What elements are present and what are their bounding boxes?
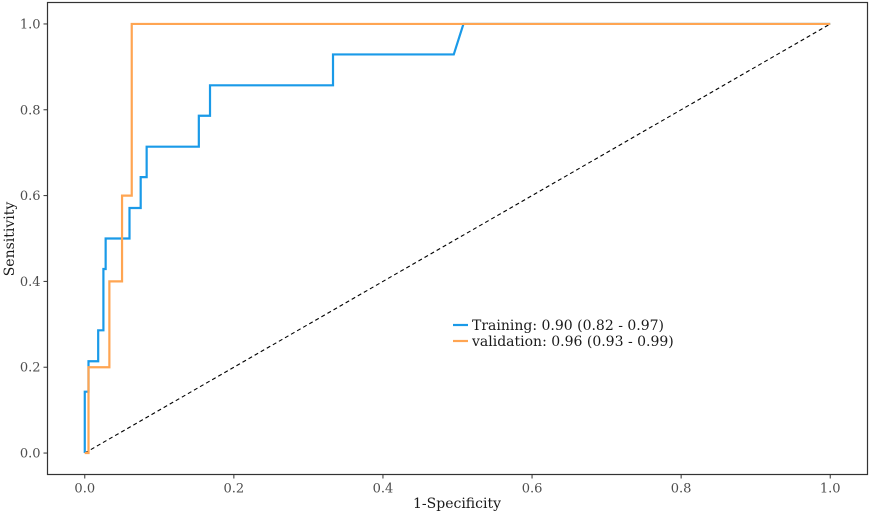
y-axis: 0.0 0.2 0.4 0.6 0.8 1.0: [20, 17, 48, 462]
x-axis: 0.0 0.2 0.4 0.6 0.8 1.0: [74, 474, 841, 497]
y-tick-label: 0.2: [20, 361, 41, 376]
y-tick-label: 0.0: [20, 447, 41, 462]
x-tick-label: 0.0: [74, 482, 95, 497]
legend: Training: 0.90 (0.82 - 0.97)validation: …: [453, 318, 674, 350]
y-tick-label: 1.0: [20, 17, 41, 32]
x-tick-label: 0.6: [522, 482, 543, 497]
x-tick-label: 1.0: [820, 482, 841, 497]
legend-label-1: validation: 0.96 (0.93 - 0.99): [471, 334, 674, 350]
series-layer: [83, 22, 831, 455]
x-tick-label: 0.4: [373, 482, 394, 497]
series-line-0: [83, 22, 831, 454]
series-line-1: [84, 22, 831, 455]
legend-label-0: Training: 0.90 (0.82 - 0.97): [472, 318, 664, 334]
y-tick-label: 0.4: [20, 275, 41, 290]
x-axis-title: 1-Specificity: [413, 496, 501, 512]
y-axis-title: Sensitivity: [2, 202, 18, 277]
x-tick-label: 0.2: [224, 482, 245, 497]
diagonal-reference-line: [84, 23, 831, 454]
y-tick-label: 0.8: [20, 103, 41, 118]
x-tick-label: 0.8: [671, 482, 692, 497]
y-tick-label: 0.6: [20, 189, 41, 204]
